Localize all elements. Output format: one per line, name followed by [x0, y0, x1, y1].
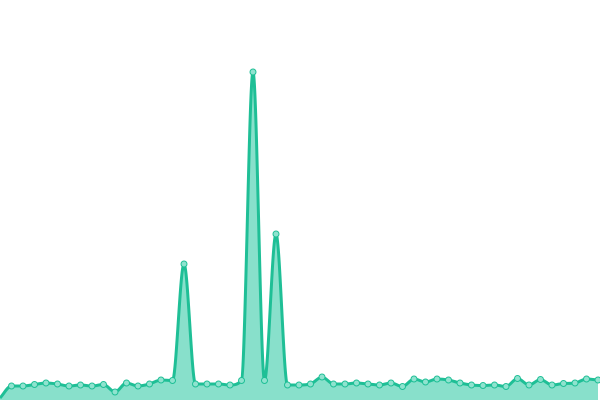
- data-point: [238, 377, 245, 384]
- data-point: [376, 381, 383, 389]
- data-point: [387, 379, 395, 387]
- data-point: [8, 382, 15, 390]
- data-point: [88, 382, 96, 390]
- data-point: [134, 382, 142, 390]
- data-point: [249, 68, 257, 76]
- data-point: [65, 382, 73, 390]
- data-point: [100, 381, 107, 388]
- data-point: [272, 230, 280, 238]
- data-point: [157, 376, 165, 384]
- data-point: [19, 382, 27, 390]
- data-point: [307, 380, 314, 388]
- data-point: [42, 379, 50, 387]
- data-points: [8, 68, 600, 396]
- data-point: [180, 260, 188, 268]
- data-point: [468, 381, 475, 389]
- data-point: [261, 377, 268, 384]
- data-point: [514, 375, 521, 382]
- data-point: [571, 379, 579, 387]
- data-point: [31, 381, 38, 388]
- data-point: [318, 373, 326, 381]
- data-point: [169, 377, 176, 384]
- data-point: [192, 380, 199, 388]
- data-point: [399, 383, 406, 390]
- series-line: [0, 70, 599, 400]
- data-point: [215, 380, 222, 388]
- data-point: [594, 376, 600, 384]
- data-point: [226, 381, 234, 389]
- data-point: [364, 380, 372, 388]
- data-point: [433, 375, 441, 383]
- data-point: [548, 381, 556, 389]
- data-point: [341, 380, 349, 388]
- data-point: [525, 381, 533, 389]
- data-point: [330, 380, 337, 388]
- data-point: [422, 378, 429, 386]
- data-point: [502, 383, 510, 390]
- data-point: [146, 380, 153, 388]
- data-point: [537, 376, 544, 383]
- data-point: [54, 380, 61, 388]
- data-point: [410, 375, 418, 383]
- data-point: [284, 381, 291, 389]
- data-point: [445, 376, 452, 384]
- data-point: [295, 381, 303, 389]
- data-point: [583, 375, 590, 383]
- area-fill: [0, 72, 598, 400]
- data-point: [560, 380, 567, 387]
- data-point: [123, 379, 130, 387]
- data-point: [203, 380, 211, 388]
- data-point: [456, 379, 464, 387]
- data-point: [77, 381, 84, 389]
- data-point: [491, 381, 498, 389]
- data-point: [111, 388, 119, 396]
- data-point: [353, 379, 360, 387]
- data-point: [479, 382, 487, 389]
